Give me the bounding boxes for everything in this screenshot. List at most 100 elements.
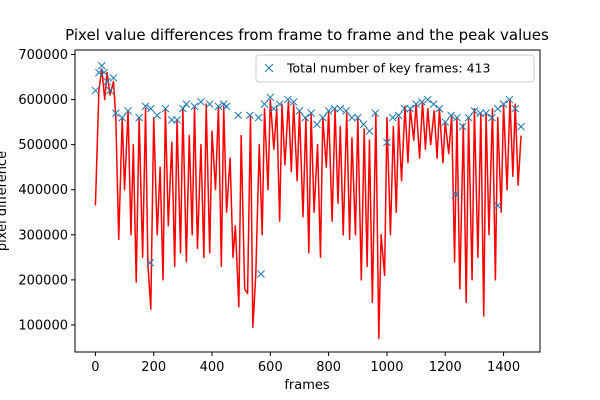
x-tick-label: 1000 xyxy=(370,360,403,375)
peak-point xyxy=(394,111,403,120)
peak-point xyxy=(141,102,150,111)
peak-point xyxy=(111,109,120,117)
y-axis: 100000 200000 300000 400000 500000 600000 7000… xyxy=(18,48,75,333)
peak-point xyxy=(257,270,265,278)
peak-point xyxy=(441,118,450,126)
peak-point xyxy=(301,113,310,122)
peak-point xyxy=(197,97,205,106)
y-tick-label: 600000 xyxy=(18,93,68,108)
peak-point xyxy=(266,93,275,102)
peak-point xyxy=(260,100,269,108)
peak-point xyxy=(511,104,520,113)
peak-point xyxy=(482,109,490,117)
peak-point xyxy=(423,95,432,104)
peak-point xyxy=(493,201,502,210)
peak-point xyxy=(283,95,292,104)
x-tick-label: 600 xyxy=(258,360,283,375)
peak-point xyxy=(254,113,263,122)
peak-point xyxy=(371,109,380,117)
peak-point xyxy=(517,122,525,131)
peak-point xyxy=(318,113,327,122)
peak-point xyxy=(205,100,214,108)
legend: Total number of key frames: 413 xyxy=(255,54,535,83)
peak-point xyxy=(435,104,444,113)
peak-point xyxy=(214,102,223,111)
peak-point xyxy=(124,106,132,115)
peak-point xyxy=(91,86,100,95)
peak-point xyxy=(447,111,455,120)
peak-point xyxy=(289,97,298,106)
chart-title: Pixel value differences from frame to fr… xyxy=(65,26,549,44)
peak-point xyxy=(173,116,181,124)
peak-point xyxy=(348,113,356,122)
peak-point xyxy=(182,100,191,108)
peak-point xyxy=(493,104,502,113)
peak-point xyxy=(458,122,467,131)
peak-point xyxy=(365,127,374,135)
peak-point xyxy=(400,104,409,113)
peak-point xyxy=(246,111,254,120)
series-line xyxy=(94,68,522,340)
peak-point xyxy=(505,95,514,104)
x-tick-label: 200 xyxy=(141,360,166,375)
peak-point xyxy=(100,68,109,77)
series-layer xyxy=(91,61,525,340)
x-tick-label: 800 xyxy=(316,360,341,375)
plot-frame xyxy=(74,49,541,353)
peak-point xyxy=(153,111,162,120)
legend-label: Total number of key frames: 413 xyxy=(286,61,490,76)
peak-point xyxy=(103,77,111,86)
peak-point xyxy=(324,106,333,115)
x-tick-label: 400 xyxy=(200,360,225,375)
peak-point xyxy=(476,109,485,117)
peak-point xyxy=(222,102,231,111)
legend-marker-icon xyxy=(264,63,274,73)
peak-point xyxy=(97,61,106,70)
peak-point xyxy=(307,109,315,117)
legend-box xyxy=(255,54,535,83)
peak-point xyxy=(488,113,496,122)
peak-point xyxy=(499,100,508,108)
y-tick-label: 100000 xyxy=(18,318,68,333)
peak-point xyxy=(269,104,278,113)
peak-point xyxy=(190,102,199,111)
peak-point xyxy=(451,190,460,199)
peak-point xyxy=(342,106,350,115)
y-axis-label: pixel difference xyxy=(0,151,10,251)
peak-point xyxy=(406,104,415,113)
peak-point xyxy=(135,113,143,122)
peak-point xyxy=(275,100,284,108)
x-axis-label: frames xyxy=(284,378,330,393)
peak-point xyxy=(234,111,243,120)
peak-point xyxy=(412,100,420,108)
peak-point xyxy=(453,113,461,122)
peak-point xyxy=(118,113,127,122)
peak-point xyxy=(330,104,339,113)
peak-point xyxy=(161,104,170,113)
peak-point xyxy=(418,97,426,106)
x-tick-label: 1400 xyxy=(487,360,520,375)
peak-point xyxy=(146,104,155,113)
peak-point xyxy=(429,100,438,108)
peak-point xyxy=(353,113,362,122)
peak-point xyxy=(383,138,391,147)
peak-point xyxy=(313,120,321,129)
peak-point xyxy=(388,113,397,122)
y-tick-label: 200000 xyxy=(18,273,68,288)
y-tick-label: 500000 xyxy=(18,138,68,153)
x-axis: 0 200 400 600 800 1000 1200 1400 xyxy=(91,352,520,375)
peak-point xyxy=(464,113,473,122)
peak-point xyxy=(146,258,155,267)
peak-point xyxy=(295,106,304,115)
peak-point xyxy=(179,104,187,113)
y-tick-label: 300000 xyxy=(18,228,68,243)
x-tick-label: 1200 xyxy=(429,360,462,375)
peak-point xyxy=(336,104,345,113)
y-tick-label: 700000 xyxy=(18,48,68,63)
peak-point xyxy=(470,106,479,115)
y-tick-label: 400000 xyxy=(18,183,68,198)
peak-point xyxy=(106,86,114,95)
peak-point xyxy=(359,120,368,129)
x-tick-label: 0 xyxy=(91,360,99,375)
